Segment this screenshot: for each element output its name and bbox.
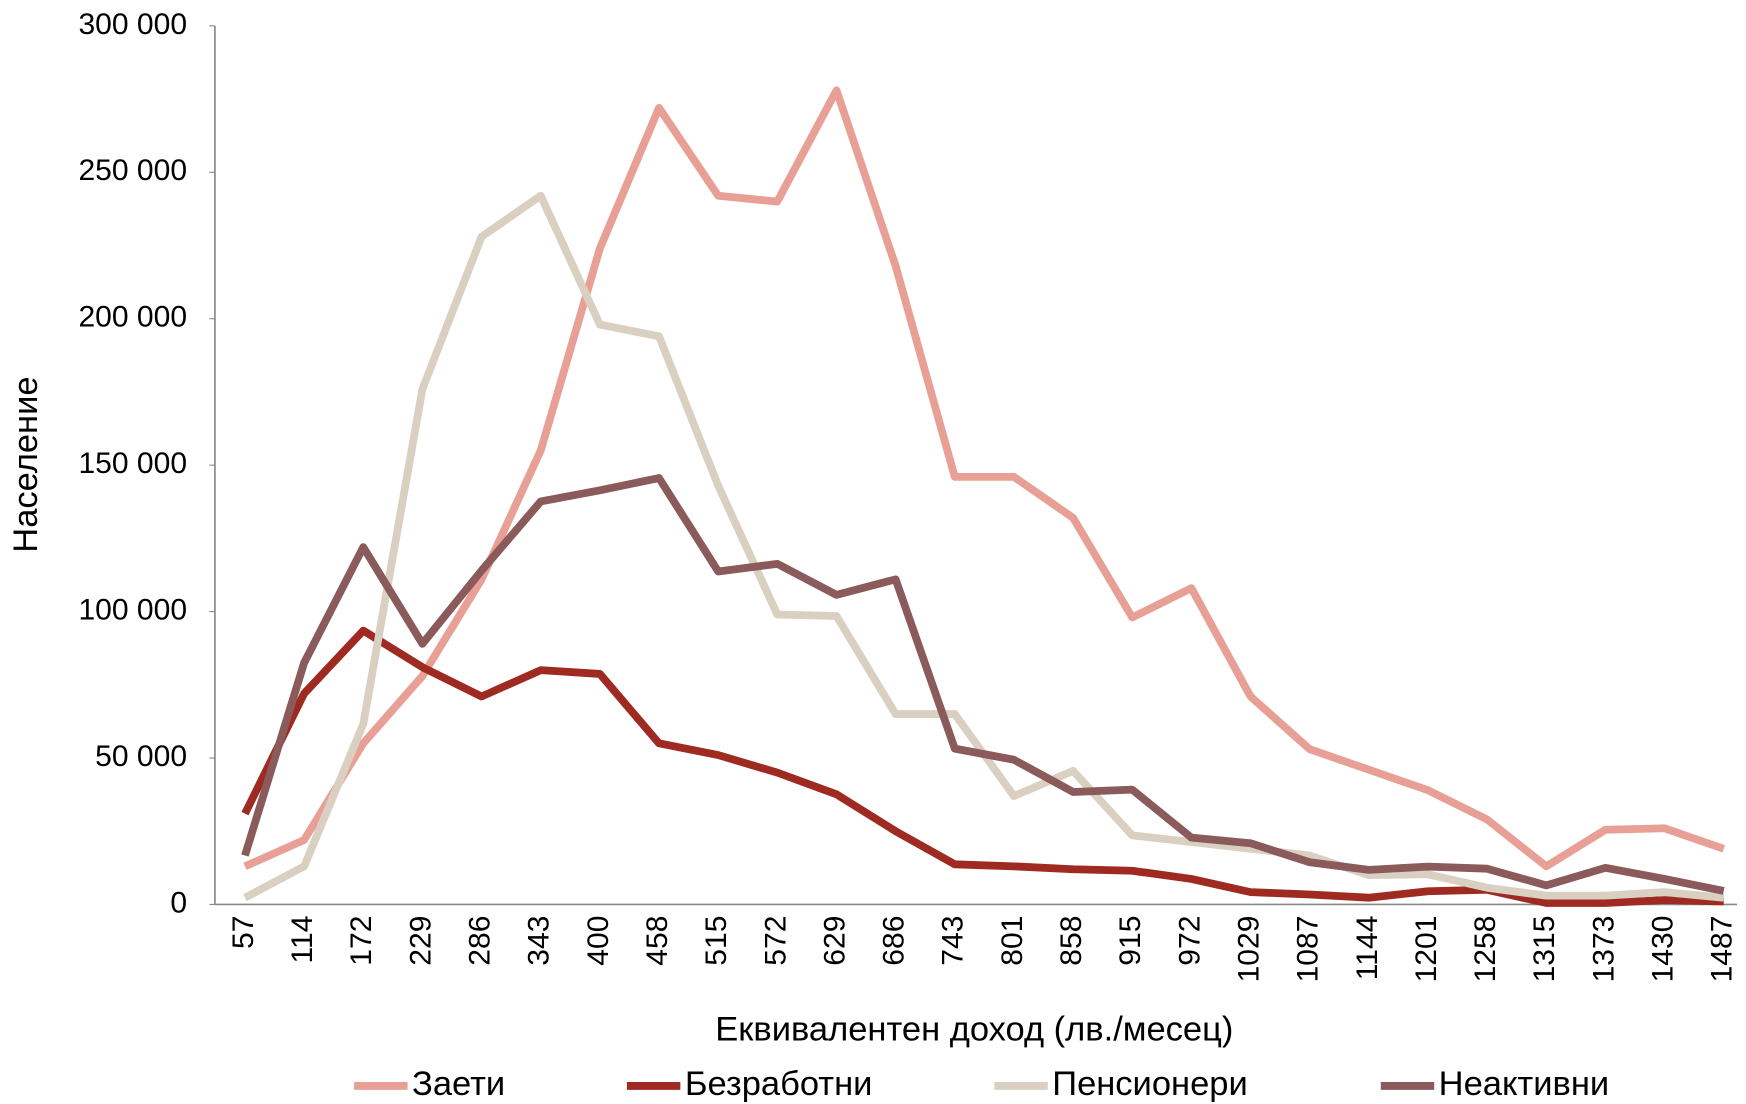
x-tick-label: 858 bbox=[1055, 916, 1088, 966]
legend-label: Заети bbox=[412, 1065, 505, 1103]
x-tick-label: 1201 bbox=[1410, 916, 1443, 983]
x-tick-label: 458 bbox=[641, 916, 674, 966]
series-line bbox=[241, 474, 1725, 895]
x-tick-label: 1430 bbox=[1647, 916, 1680, 983]
x-tick-label: 114 bbox=[286, 916, 319, 964]
x-tick-label: 343 bbox=[523, 916, 556, 966]
x-tick-label: 515 bbox=[700, 916, 733, 966]
x-tick-label: 1373 bbox=[1587, 916, 1620, 983]
legend-label: Неактивни bbox=[1439, 1065, 1610, 1103]
y-tick-label: 0 bbox=[170, 886, 187, 919]
series-line bbox=[243, 191, 1725, 902]
x-tick-label: 1144 bbox=[1351, 916, 1384, 981]
x-tick-label: 686 bbox=[878, 916, 911, 966]
y-tick-label: 150 000 bbox=[78, 447, 187, 480]
x-tick-label: 743 bbox=[937, 916, 970, 966]
x-tick-label: 172 bbox=[345, 916, 378, 966]
y-tick-label: 250 000 bbox=[78, 154, 187, 187]
x-tick-label: 229 bbox=[404, 916, 437, 966]
x-axis-title: Еквивалентен доход (лв./месец) bbox=[715, 1010, 1233, 1048]
y-axis-title: Население bbox=[7, 376, 45, 552]
y-tick-label: 50 000 bbox=[95, 740, 187, 773]
x-tick-label: 1087 bbox=[1292, 916, 1325, 983]
x-tick-label: 972 bbox=[1173, 916, 1206, 966]
x-tick-label: 1029 bbox=[1232, 916, 1265, 983]
x-tick-label: 1487 bbox=[1706, 916, 1739, 983]
y-tick-label: 100 000 bbox=[78, 594, 187, 627]
legend-label: Безработни bbox=[685, 1065, 873, 1103]
x-tick-label: 1315 bbox=[1528, 916, 1561, 983]
x-tick-label: 286 bbox=[464, 916, 497, 966]
x-tick-label: 1258 bbox=[1469, 916, 1502, 983]
y-tick-label: 300 000 bbox=[78, 8, 187, 41]
x-tick-label: 400 bbox=[582, 916, 615, 966]
y-tick-label: 200 000 bbox=[78, 301, 187, 334]
x-tick-label: 572 bbox=[759, 916, 792, 966]
series-line bbox=[241, 626, 1724, 907]
x-tick-label: 801 bbox=[996, 916, 1029, 966]
legend-label: Пенсионери bbox=[1052, 1065, 1247, 1103]
x-tick-label: 915 bbox=[1114, 916, 1147, 966]
x-tick-label: 629 bbox=[818, 916, 851, 966]
x-tick-label: 57 bbox=[227, 916, 260, 949]
